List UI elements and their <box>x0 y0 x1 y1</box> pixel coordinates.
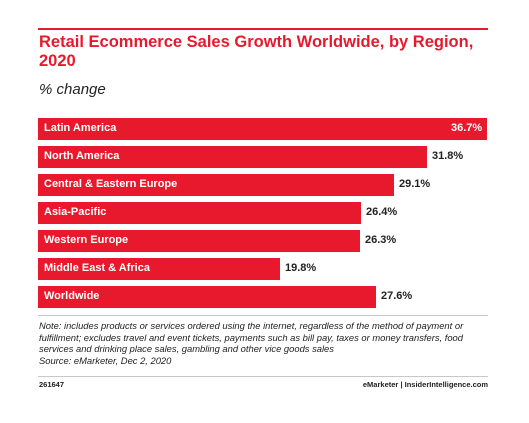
footer-brand: eMarketer | InsiderIntelligence.com <box>363 380 488 389</box>
bar-value-label: 27.6% <box>381 290 413 302</box>
bar <box>38 146 427 168</box>
bar-value-label: 26.3% <box>365 234 397 246</box>
brand-site: InsiderIntelligence.com <box>404 380 488 389</box>
bar-category-label: Central & Eastern Europe <box>44 178 178 190</box>
brand-name: eMarketer <box>362 380 399 389</box>
chart-id: 261647 <box>39 380 65 389</box>
bar-category-label: Western Europe <box>44 234 129 246</box>
bar <box>38 118 487 140</box>
bar-value-label: 31.8% <box>432 150 464 162</box>
bar-category-label: North America <box>44 150 120 162</box>
chart-title: Retail Ecommerce Sales Growth Worldwide,… <box>39 33 474 70</box>
chart-subtitle: % change <box>39 81 106 98</box>
bar-category-label: Worldwide <box>44 290 100 302</box>
note-divider <box>38 315 488 316</box>
source-text: Source: eMarketer, Dec 2, 2020 <box>39 354 172 366</box>
bar-row: Latin America 36.7% <box>38 118 487 140</box>
bar-category-label: Asia-Pacific <box>44 206 107 218</box>
bar <box>38 286 376 308</box>
bar <box>38 202 361 224</box>
bar <box>38 174 394 196</box>
bar-category-label: Latin America <box>44 122 117 134</box>
bar-value-label: 29.1% <box>399 178 431 190</box>
bar-value-label: 26.4% <box>366 206 398 218</box>
bar-row: Western Europe 26.3% <box>38 230 487 252</box>
note-text: Note: includes products or services orde… <box>39 320 464 355</box>
bar-value-label: 36.7% <box>451 122 483 134</box>
chart-card: Retail Ecommerce Sales Growth Worldwide,… <box>30 0 500 423</box>
brand-separator: | <box>400 380 403 389</box>
bar-value-label: 19.8% <box>285 262 317 274</box>
bar-row: Middle East & Africa 19.8% <box>38 258 487 280</box>
bar-row: Worldwide 27.6% <box>38 286 487 308</box>
bar-row: Central & Eastern Europe 29.1% <box>38 174 487 196</box>
chart-note: Note: includes products or services orde… <box>39 320 494 366</box>
top-rule <box>38 28 488 30</box>
bar-category-label: Middle East & Africa <box>44 262 150 274</box>
bar-row: North America 31.8% <box>38 146 487 168</box>
bar <box>38 258 280 280</box>
footer-divider <box>38 376 488 377</box>
bar-row: Asia-Pacific 26.4% <box>38 202 487 224</box>
bar <box>38 230 360 252</box>
